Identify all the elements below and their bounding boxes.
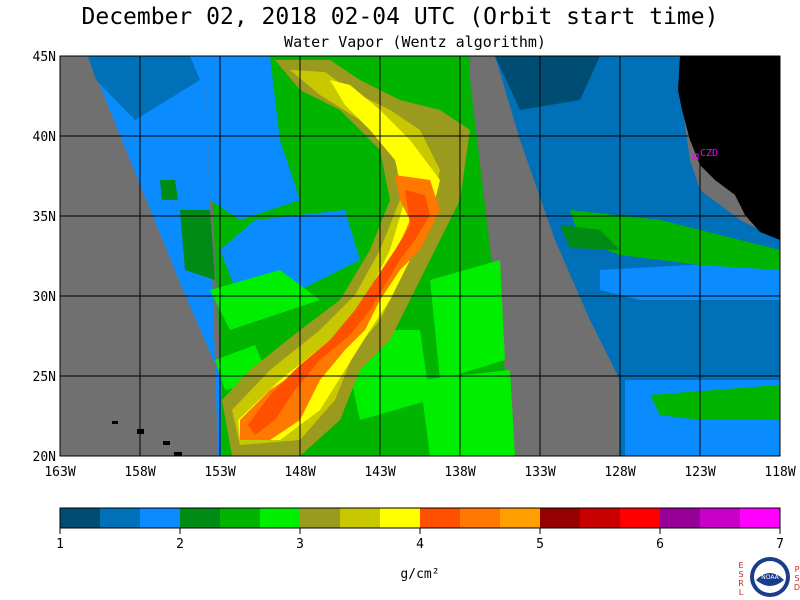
colorbar-swatch [540, 508, 581, 528]
logo-right-letters: PSD [794, 565, 800, 592]
colorbar-swatch [100, 508, 141, 528]
colorbar-tick-label: 7 [776, 537, 784, 552]
colorbar-ticks: 1 2 3 4 5 6 7 [56, 528, 784, 552]
hawaii-island-1 [112, 421, 118, 424]
lat-label: 25N [33, 370, 56, 385]
lat-label: 20N [33, 450, 56, 465]
colorbar-swatch [380, 508, 421, 528]
colorbar-swatch [180, 508, 221, 528]
map-title: December 02, 2018 02-04 UTC (Orbit start… [81, 4, 719, 30]
colorbar-swatch [420, 508, 461, 528]
station-label: CZD [700, 148, 718, 159]
hawaii-island-3 [163, 441, 170, 445]
colorbar-swatch [300, 508, 341, 528]
map-frame [59, 55, 781, 457]
logo-letter: L [739, 588, 744, 597]
hawaii-island-4 [174, 452, 182, 456]
colorbar-swatch [500, 508, 541, 528]
lon-label: 123W [684, 465, 715, 480]
lat-label: 35N [33, 210, 56, 225]
latitude-labels: 45N 40N 35N 30N 25N 20N [33, 50, 56, 465]
colorbar-tick-label: 3 [296, 537, 304, 552]
map-subtitle: Water Vapor (Wentz algorithm) [284, 33, 546, 51]
lon-label: 143W [364, 465, 395, 480]
colorbar-tick-label: 4 [416, 537, 424, 552]
colorbar-tick-label: 2 [176, 537, 184, 552]
colorbar [59, 507, 781, 529]
map-plot-area: CZD [59, 55, 781, 457]
lon-label: 118W [764, 465, 795, 480]
logo-letter: P [795, 565, 800, 574]
lat-label: 40N [33, 130, 56, 145]
colorbar-swatch [620, 508, 661, 528]
colorbar-tick-label: 5 [536, 537, 544, 552]
logo-letter: R [738, 579, 744, 588]
logo-letter: S [794, 574, 799, 583]
logo-letter: D [794, 583, 800, 592]
colorbar-unit-label: g/cm² [400, 567, 439, 582]
logo-letter: S [738, 570, 743, 579]
land-coastline [678, 56, 780, 240]
colorbar-swatch [60, 508, 101, 528]
colorbar-tick-label: 1 [56, 537, 64, 552]
colorbar-swatch [260, 508, 301, 528]
colorbar-swatch [740, 508, 781, 528]
colorbar-swatch [220, 508, 261, 528]
logo-letter: E [738, 561, 743, 570]
lon-label: 138W [444, 465, 475, 480]
colorbar-swatch [140, 508, 181, 528]
lat-lon-grid [60, 56, 780, 456]
lon-label: 133W [524, 465, 555, 480]
station-marker [692, 153, 699, 160]
left-swath [88, 56, 222, 456]
colorbar-swatch [580, 508, 621, 528]
lat-label: 45N [33, 50, 56, 65]
colorbar-swatch [700, 508, 741, 528]
longitude-labels: 163W 158W 153W 148W 143W 138W 133W 128W 123W 118W [44, 465, 795, 480]
lon-label: 148W [284, 465, 315, 480]
logo-center-text: NOAA [761, 574, 779, 581]
colorbar-swatch [660, 508, 701, 528]
lon-label: 153W [204, 465, 235, 480]
colorbar-swatch [340, 508, 381, 528]
lon-label: 128W [604, 465, 635, 480]
colorbar-swatch [460, 508, 501, 528]
colorbar-tick-label: 6 [656, 537, 664, 552]
lon-label: 158W [124, 465, 155, 480]
lon-label: 163W [44, 465, 75, 480]
lat-label: 30N [33, 290, 56, 305]
